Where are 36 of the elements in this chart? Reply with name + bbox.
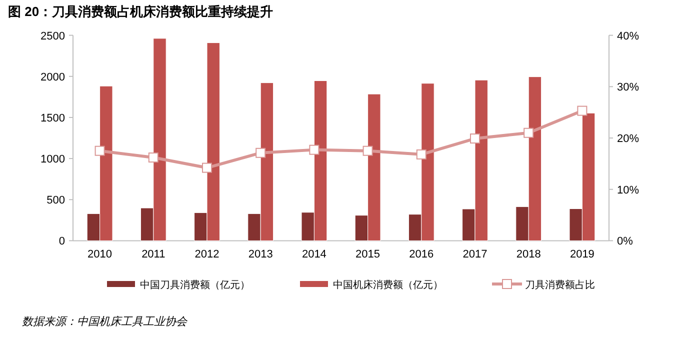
- x-tick-label: 2011: [142, 248, 166, 261]
- point: [577, 106, 588, 116]
- x-tick-label: 2014: [302, 248, 326, 261]
- point: [416, 149, 426, 160]
- point: [94, 146, 105, 156]
- y-tick-label: 1500: [40, 112, 65, 124]
- y2-tick-label: 10%: [617, 184, 640, 196]
- y2-tick-label: 40%: [617, 30, 640, 42]
- x-tick-label: 2010: [88, 248, 112, 261]
- x-tick-label: 2019: [570, 248, 594, 261]
- point: [256, 148, 266, 158]
- y2-tick-label: 20%: [617, 133, 640, 145]
- point: [202, 162, 212, 173]
- point: [309, 144, 320, 155]
- point: [524, 128, 534, 138]
- point: [362, 146, 373, 156]
- x-tick-label: 2012: [194, 248, 220, 261]
- legend-label: 中国刀具消费额（亿元）: [140, 279, 250, 291]
- x-tick-label: 2013: [248, 248, 273, 261]
- x-tick-label: 2015: [356, 248, 380, 261]
- y-tick-label: 2500: [40, 30, 65, 42]
- y-tick-label: 1000: [40, 154, 65, 166]
- x-tick-label: 2017: [462, 248, 488, 261]
- chart-title: 图 20：刀具消费额占机床消费额比重持续提升: [8, 4, 274, 19]
- point: [470, 134, 480, 144]
- source-note: 数据来源：中国机床工具工业协会: [22, 315, 188, 328]
- x-tick-label: 2018: [516, 248, 541, 261]
- legend-label: 刀具消费额占比: [525, 279, 595, 291]
- y-tick-label: 2000: [40, 71, 65, 84]
- point: [148, 152, 158, 163]
- y2-tick-label: 0%: [617, 236, 634, 248]
- x-tick-label: 2016: [409, 248, 434, 261]
- y-tick-label: 0: [58, 236, 65, 248]
- legend-label: 中国机床消费额（亿元）: [333, 279, 443, 291]
- y-tick-label: 500: [46, 194, 65, 207]
- y2-tick-label: 30%: [617, 82, 640, 94]
